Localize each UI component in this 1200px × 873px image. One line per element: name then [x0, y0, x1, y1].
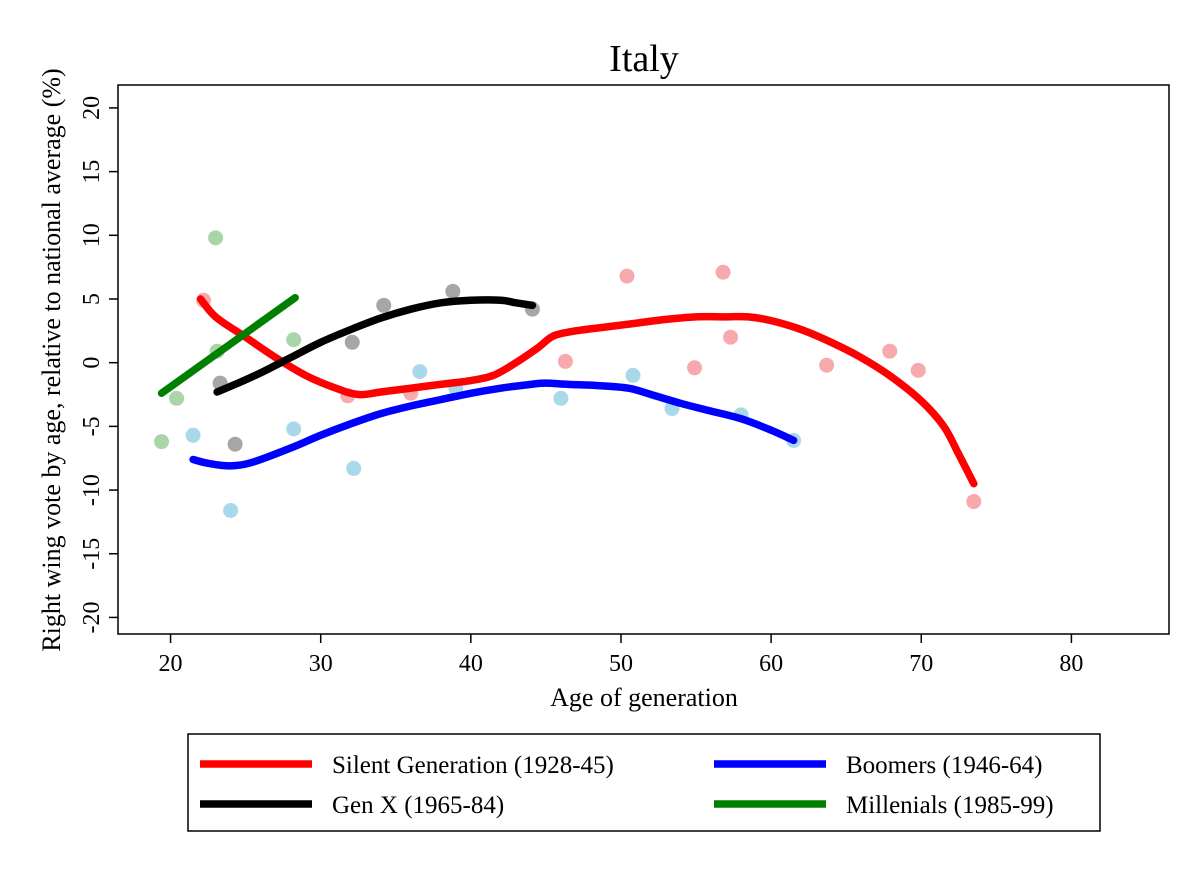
point-series-3: [169, 390, 185, 406]
x-tick-label: 80: [1059, 651, 1083, 677]
legend-label-series-0: Silent Generation (1928-45): [332, 752, 614, 779]
y-tick-label: -10: [79, 474, 105, 506]
x-tick-label: 60: [759, 651, 783, 677]
point-series-0: [910, 362, 926, 378]
legend: [187, 733, 1101, 832]
point-series-1: [412, 364, 428, 380]
point-series-0: [715, 264, 731, 280]
y-tick-label: 0: [79, 357, 105, 369]
y-tick-label: -5: [79, 416, 105, 436]
y-axis-label: Right wing vote by age, relative to nati…: [37, 68, 66, 651]
point-series-0: [723, 329, 739, 345]
point-series-1: [346, 460, 362, 476]
point-series-0: [619, 268, 635, 284]
point-series-1: [625, 367, 641, 383]
fit-line-series-1: [189, 379, 798, 470]
fit-line-series-3: [157, 293, 299, 398]
y-tick-label: -20: [79, 601, 105, 633]
x-tick-label: 30: [309, 651, 333, 677]
point-series-2: [376, 297, 392, 313]
plot-area: [117, 84, 1170, 635]
x-tick-label: 40: [459, 651, 483, 677]
y-tick-label: 15: [79, 160, 105, 184]
y-tick-label: 10: [79, 223, 105, 247]
point-series-3: [208, 230, 224, 246]
point-series-3: [286, 332, 302, 348]
fit-lines: [157, 293, 978, 488]
point-series-2: [227, 436, 243, 452]
point-series-1: [185, 427, 201, 443]
point-series-3: [154, 434, 170, 450]
scatter-points: [154, 230, 982, 518]
legend-label-series-1: Boomers (1946-64): [846, 752, 1043, 779]
point-series-0: [882, 343, 898, 359]
point-series-1: [286, 421, 302, 437]
point-series-0: [966, 494, 982, 510]
x-tick-label: 50: [609, 651, 633, 677]
point-series-1: [223, 502, 239, 518]
point-series-0: [687, 360, 703, 376]
point-series-2: [445, 283, 461, 299]
x-tick-label: 20: [159, 651, 183, 677]
y-tick-label: 20: [79, 96, 105, 120]
legend-label-series-2: Gen X (1965-84): [332, 792, 504, 819]
y-axis: 20 15 10 5 0 -5 -10 -15 -20: [79, 96, 118, 633]
point-series-1: [553, 390, 569, 406]
chart-title: Italy: [609, 38, 679, 80]
x-axis: 20 30 40 50 60 70 80: [159, 634, 1083, 677]
point-series-0: [557, 353, 573, 369]
x-tick-label: 70: [909, 651, 933, 677]
y-tick-label: -15: [79, 538, 105, 570]
y-tick-label: 5: [79, 293, 105, 305]
legend-items: Silent Generation (1928-45) Boomers (1946…: [200, 752, 1054, 819]
fit-line-series-2: [213, 296, 537, 396]
x-axis-label: Age of generation: [550, 683, 738, 712]
fit-line-series-0: [196, 295, 978, 488]
point-series-2: [344, 334, 360, 350]
point-series-0: [819, 357, 835, 373]
legend-label-series-3: Millenials (1985-99): [846, 792, 1054, 819]
